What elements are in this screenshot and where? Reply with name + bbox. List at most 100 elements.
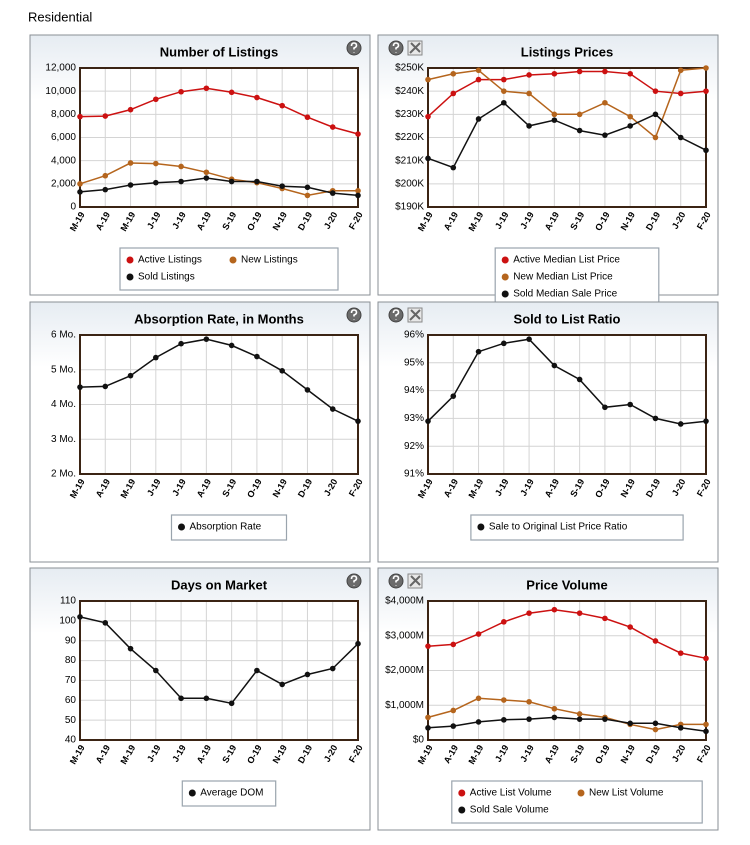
legend-label: Active Median List Price [513,255,620,266]
legend-label: Active Listings [138,255,202,266]
data-point [304,192,311,199]
data-point [703,655,709,662]
data-point [77,614,83,620]
data-point [450,393,457,399]
data-point [178,695,184,702]
data-point [279,681,285,688]
data-point [652,134,659,141]
data-point [703,88,709,94]
y-tick-label: 70 [65,675,77,686]
data-point [450,90,457,97]
plot-area [428,335,706,474]
data-point [77,181,83,187]
data-point [526,716,532,722]
help-icon[interactable] [388,307,404,323]
data-point [551,111,558,118]
y-tick-label: 91% [404,469,424,480]
data-point [77,384,83,390]
help-icon[interactable] [388,573,404,589]
data-point [153,179,159,186]
legend-marker [229,256,237,264]
data-point [178,178,184,185]
chart-panel: Listings Prices $190K $200K $210K $220K $230K… [377,34,719,308]
data-point [425,113,431,120]
data-point [551,705,558,712]
y-tick-label: 95% [404,357,424,368]
y-tick-label: 4,000 [51,155,76,166]
y-tick-label: $240K [395,86,424,97]
data-point [329,124,336,130]
data-point [526,336,532,342]
y-tick-label: 3 Mo. [51,434,76,445]
legend-box [494,247,660,308]
data-point [102,113,109,119]
help-icon[interactable] [346,573,362,589]
data-point [329,406,336,412]
data-point [450,164,457,171]
help-icon[interactable] [388,40,404,56]
data-point [677,134,684,141]
data-point [551,714,558,721]
data-point [551,606,558,613]
chart-panel: Absorption Rate, in Months 2 Mo. 3 Mo. 4 Mo… [29,301,371,563]
data-point [703,65,709,71]
data-point [602,68,608,75]
legend-marker [477,523,485,531]
data-point [677,90,684,97]
help-icon[interactable] [346,40,362,56]
data-point [127,645,134,652]
data-point [475,695,482,702]
data-point [501,619,507,625]
data-point [703,147,709,154]
data-point [355,640,361,647]
plot-border [79,67,359,208]
y-tick-label: $200K [395,178,424,189]
settings-icon[interactable] [407,573,423,589]
data-point [279,102,285,109]
data-point [703,721,709,728]
y-tick-label: 100 [59,615,76,626]
settings-icon[interactable] [407,307,423,323]
data-point [652,720,659,727]
series-line [79,162,358,197]
data-point [501,99,507,106]
data-point [602,615,608,622]
y-tick-label: $4,000M [385,596,424,607]
legend-marker [188,789,196,797]
chart-title: Days on Market [171,577,268,592]
data-point [501,697,507,703]
data-point [355,187,361,194]
settings-icon[interactable] [407,40,423,56]
legend-marker [501,256,509,264]
data-point [652,111,659,118]
legend-marker [501,290,509,298]
data-point [228,178,235,185]
data-point [652,415,659,422]
data-point [153,667,159,674]
data-point [425,418,431,424]
data-point [602,132,608,138]
legend-marker [501,273,509,281]
plot-border [427,600,707,741]
y-tick-label: 60 [65,695,77,706]
legend-label: Sale to Original List Price Ratio [489,522,628,533]
help-icon[interactable] [346,307,362,323]
data-point [602,404,608,411]
chart-title: Sold to List Ratio [514,311,621,326]
chart-title: Number of Listings [160,44,278,59]
data-point [526,123,532,129]
y-tick-label: 92% [404,441,424,452]
data-point [450,723,457,729]
legend-marker [178,523,185,531]
chart-title: Listings Prices [521,44,613,59]
data-point [652,638,659,644]
y-tick-label: 96% [404,330,424,341]
series-line [79,177,359,197]
data-point [279,367,285,374]
data-point [178,340,184,347]
plot-border [427,67,707,208]
legend-label: New Listings [241,255,298,266]
data-point [450,641,457,648]
data-point [627,70,633,77]
